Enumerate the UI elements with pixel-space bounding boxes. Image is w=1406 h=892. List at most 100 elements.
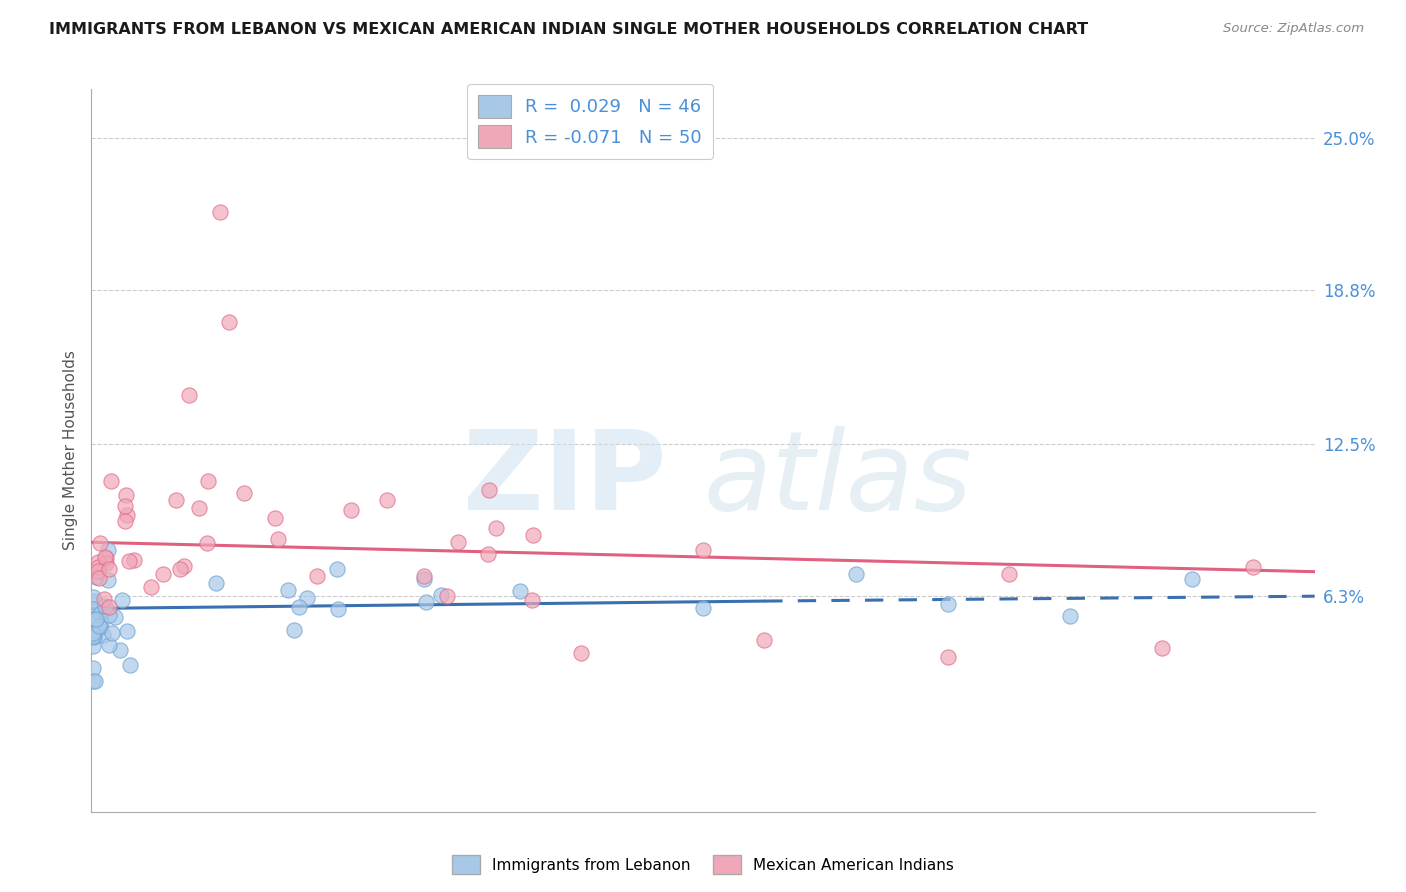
Point bbox=[89, 620, 111, 634]
Point bbox=[96, 542, 118, 557]
Point bbox=[94, 549, 117, 564]
Point bbox=[413, 572, 436, 586]
Point bbox=[82, 625, 104, 640]
Text: Source: ZipAtlas.com: Source: ZipAtlas.com bbox=[1223, 22, 1364, 36]
Point bbox=[412, 568, 434, 582]
Point bbox=[998, 567, 1021, 582]
Point bbox=[114, 500, 136, 514]
Point bbox=[90, 605, 112, 619]
Point bbox=[692, 601, 714, 615]
Point bbox=[1150, 640, 1173, 655]
Point bbox=[97, 561, 120, 575]
Point bbox=[936, 597, 959, 611]
Point bbox=[89, 536, 111, 550]
Point bbox=[197, 474, 219, 488]
Point bbox=[264, 511, 287, 525]
Point bbox=[89, 618, 111, 632]
Point bbox=[569, 646, 592, 660]
Point bbox=[82, 590, 104, 604]
Text: atlas: atlas bbox=[703, 425, 972, 533]
Point bbox=[86, 564, 108, 578]
Point bbox=[522, 527, 544, 541]
Point bbox=[165, 493, 187, 508]
Legend: Immigrants from Lebanon, Mexican American Indians: Immigrants from Lebanon, Mexican America… bbox=[446, 849, 960, 880]
Point bbox=[845, 567, 868, 582]
Point bbox=[415, 595, 437, 609]
Point bbox=[84, 612, 107, 626]
Point bbox=[173, 559, 195, 574]
Point bbox=[94, 599, 117, 614]
Point bbox=[447, 535, 470, 549]
Point bbox=[326, 602, 349, 616]
Point bbox=[436, 590, 458, 604]
Point bbox=[179, 388, 201, 402]
Point bbox=[86, 560, 108, 574]
Point bbox=[101, 626, 124, 640]
Point bbox=[82, 612, 104, 626]
Point bbox=[478, 483, 501, 497]
Point bbox=[83, 630, 105, 644]
Text: IMMIGRANTS FROM LEBANON VS MEXICAN AMERICAN INDIAN SINGLE MOTHER HOUSEHOLDS CORR: IMMIGRANTS FROM LEBANON VS MEXICAN AMERI… bbox=[49, 22, 1088, 37]
Point bbox=[307, 569, 329, 583]
Point bbox=[195, 536, 218, 550]
Point bbox=[89, 607, 111, 621]
Point bbox=[283, 623, 305, 637]
Point bbox=[98, 638, 121, 652]
Point bbox=[115, 624, 138, 639]
Point bbox=[375, 493, 398, 508]
Point bbox=[93, 591, 115, 606]
Point bbox=[82, 639, 104, 653]
Point bbox=[430, 588, 453, 602]
Point bbox=[118, 658, 141, 673]
Point bbox=[86, 555, 108, 569]
Point bbox=[326, 562, 349, 576]
Point bbox=[84, 673, 107, 688]
Point bbox=[509, 584, 531, 599]
Point bbox=[208, 204, 231, 219]
Point bbox=[118, 554, 141, 568]
Point bbox=[187, 501, 209, 516]
Point bbox=[288, 599, 311, 614]
Point bbox=[104, 610, 127, 624]
Point bbox=[1181, 572, 1204, 586]
Point bbox=[82, 602, 104, 616]
Point bbox=[115, 488, 138, 502]
Point bbox=[98, 599, 121, 614]
Point bbox=[218, 315, 240, 329]
Text: ZIP: ZIP bbox=[463, 425, 666, 533]
Point bbox=[122, 553, 145, 567]
Point bbox=[89, 571, 111, 585]
Point bbox=[94, 556, 117, 570]
Point bbox=[692, 542, 714, 557]
Point bbox=[91, 628, 114, 642]
Point bbox=[205, 576, 228, 591]
Point bbox=[1243, 559, 1265, 574]
Point bbox=[1059, 608, 1081, 623]
Point bbox=[82, 629, 104, 643]
Point bbox=[477, 547, 499, 561]
Point bbox=[108, 642, 131, 657]
Point bbox=[169, 562, 191, 576]
Point bbox=[152, 567, 174, 582]
Point bbox=[84, 594, 107, 608]
Point bbox=[111, 593, 134, 607]
Point bbox=[94, 551, 117, 566]
Legend: R =  0.029   N = 46, R = -0.071   N = 50: R = 0.029 N = 46, R = -0.071 N = 50 bbox=[467, 84, 713, 159]
Point bbox=[485, 521, 508, 535]
Point bbox=[98, 607, 121, 622]
Point bbox=[936, 650, 959, 665]
Point bbox=[233, 486, 256, 500]
Point bbox=[97, 573, 120, 587]
Point bbox=[520, 593, 543, 607]
Point bbox=[277, 583, 299, 598]
Point bbox=[90, 616, 112, 631]
Point bbox=[114, 514, 136, 528]
Point bbox=[266, 532, 288, 546]
Point bbox=[754, 633, 776, 648]
Point bbox=[139, 580, 162, 594]
Point bbox=[82, 673, 104, 688]
Point bbox=[100, 474, 122, 488]
Point bbox=[115, 508, 138, 523]
Y-axis label: Single Mother Households: Single Mother Households bbox=[62, 351, 77, 550]
Point bbox=[297, 591, 319, 605]
